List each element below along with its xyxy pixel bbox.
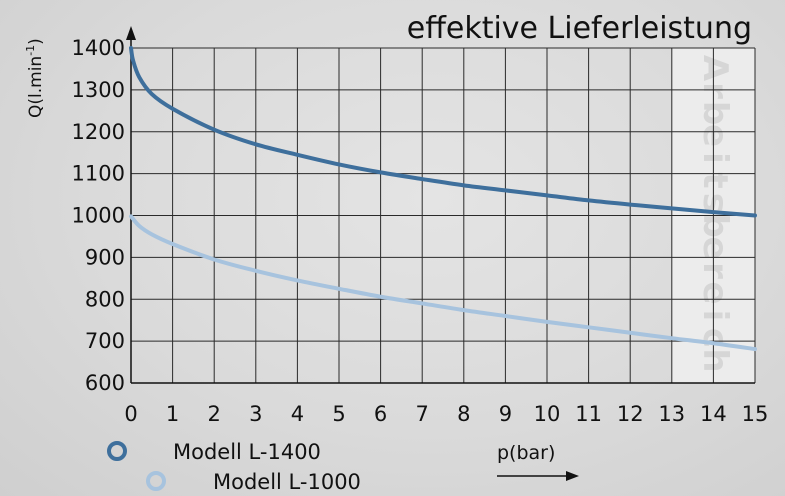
x-tick-label: 7 — [416, 402, 429, 426]
band-label-char: r — [695, 262, 735, 283]
x-tick-label: 5 — [332, 402, 345, 426]
axes — [126, 26, 755, 384]
y-tick-label: 700 — [85, 329, 125, 353]
series-line-modell-l-1000 — [129, 214, 757, 352]
y-tick-label: 900 — [85, 245, 125, 269]
y-tick-label: 800 — [85, 287, 125, 311]
legend-marker-l1400 — [107, 441, 127, 461]
band-label-char: e — [695, 236, 735, 263]
x-tick-label: 4 — [291, 402, 304, 426]
y-axis-label: Q(l.min-1) — [24, 38, 46, 118]
chart-title: effektive Lieferleistung — [407, 11, 752, 46]
tick-labels: 0 1 2 3 4 5 6 7 8 9 10 11 12 13 14 15600700800900100011… — [72, 36, 769, 426]
series-lines — [129, 46, 757, 352]
x-tick-label: 2 — [208, 402, 221, 426]
legend-label-l1400: Modell L-1400 — [173, 440, 321, 464]
y-axis-label-close: ) — [26, 38, 46, 45]
band-label-char: i — [695, 152, 735, 168]
y-tick-label: 1400 — [72, 36, 125, 60]
band-label-char: A — [695, 55, 735, 85]
legend-marker-l1000 — [146, 471, 166, 491]
y-tick-label: 1300 — [72, 78, 125, 102]
band-label-char: t — [695, 172, 735, 192]
series-line-modell-l-1400 — [129, 46, 757, 218]
x-axis-label: p(bar) — [497, 442, 555, 464]
x-tick-label: 3 — [249, 402, 262, 426]
x-tick-label: 15 — [742, 402, 769, 426]
grid — [130, 47, 756, 384]
x-tick-label: 13 — [658, 402, 685, 426]
band-label-char: i — [695, 310, 735, 326]
band-label-char: e — [695, 124, 735, 151]
x-tick-label: 6 — [374, 402, 387, 426]
x-tick-label: 14 — [700, 402, 727, 426]
y-tick-label: 1000 — [72, 204, 125, 228]
y-axis-label-sup: -1 — [24, 45, 37, 56]
y-tick-label: 1200 — [72, 120, 125, 144]
x-tick-label: 1 — [166, 402, 179, 426]
x-axis-arrow — [497, 471, 579, 481]
x-tick-label: 0 — [124, 402, 137, 426]
legend: Modell L-1400 Modell L-1000 — [107, 440, 361, 494]
x-tick-label: 9 — [499, 402, 512, 426]
y-axis-arrowhead — [126, 26, 136, 40]
band-label-char: h — [695, 348, 735, 376]
x-tick-label: 11 — [575, 402, 602, 426]
y-tick-label: 600 — [85, 371, 125, 395]
x-tick-label: 8 — [457, 402, 470, 426]
y-axis-label-main: Q(l.min — [26, 56, 46, 118]
band-label-char: b — [695, 101, 735, 129]
y-tick-label: 1100 — [72, 162, 125, 186]
x-tick-label: 10 — [534, 402, 561, 426]
band-label-char: b — [695, 213, 735, 241]
legend-label-l1000: Modell L-1000 — [213, 470, 361, 494]
x-tick-label: 12 — [617, 402, 644, 426]
band-label-char: e — [695, 281, 735, 308]
band-label-char: r — [695, 82, 735, 103]
